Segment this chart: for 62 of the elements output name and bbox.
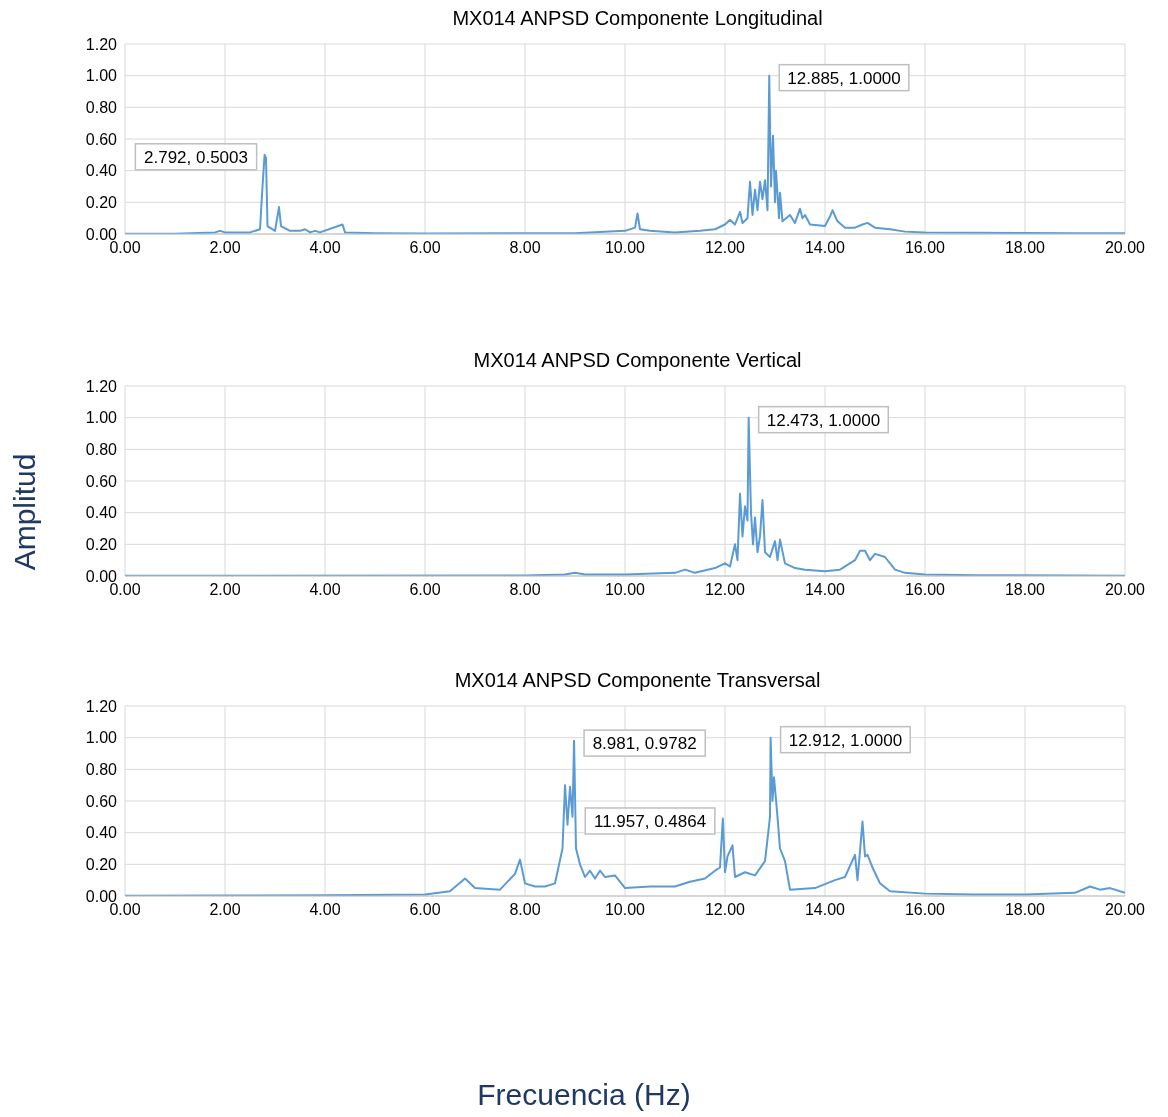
x-tick-label: 2.00 (209, 901, 241, 919)
y-tick-label: 1.00 (85, 409, 118, 427)
y-tick-label: 0.80 (85, 761, 118, 779)
annotation: 12.473, 1.0000 (766, 410, 881, 430)
x-tick-label: 14.00 (804, 581, 846, 599)
y-axis-title: Amplitud (8, 452, 42, 573)
x-tick-label: 0.00 (109, 901, 141, 919)
x-tick-label: 2.00 (209, 239, 241, 257)
y-tick-label: 1.00 (85, 729, 118, 747)
y-tick-label: 1.00 (85, 67, 118, 85)
x-tick-label: 8.00 (509, 901, 541, 919)
x-tick-label: 4.00 (309, 239, 341, 257)
x-tick-label: 6.00 (409, 901, 441, 919)
x-tick-label: 18.00 (1004, 581, 1046, 599)
y-tick-label: 0.60 (85, 472, 118, 490)
x-tick-label: 20.00 (1104, 581, 1146, 599)
chart-title: MX014 ANPSD Componente Vertical (472, 348, 803, 373)
annotation: 2.792, 0.5003 (144, 147, 248, 167)
x-tick-label: 4.00 (309, 581, 341, 599)
x-axis-title: Frecuencia (Hz) (476, 1078, 692, 1112)
annotation: 8.981, 0.9782 (592, 734, 697, 754)
x-tick-label: 4.00 (309, 901, 341, 919)
y-tick-label: 0.40 (85, 824, 118, 842)
x-tick-label: 6.00 (409, 581, 441, 599)
x-tick-label: 10.00 (604, 581, 646, 599)
x-tick-label: 16.00 (904, 581, 946, 599)
y-tick-label: 0.60 (85, 792, 118, 810)
x-tick-label: 8.00 (509, 581, 541, 599)
annotation: 11.957, 0.4864 (593, 811, 707, 831)
y-tick-label: 0.80 (85, 441, 118, 459)
annotation: 12.885, 1.0000 (787, 68, 901, 88)
x-tick-label: 18.00 (1004, 901, 1046, 919)
x-tick-label: 0.00 (109, 581, 141, 599)
x-tick-label: 20.00 (1104, 901, 1146, 919)
annotation: 12.912, 1.0000 (788, 730, 903, 750)
x-tick-label: 12.00 (704, 239, 746, 257)
x-tick-label: 14.00 (804, 239, 846, 257)
x-tick-label: 0.00 (109, 239, 141, 257)
x-tick-label: 14.00 (804, 901, 846, 919)
y-tick-label: 0.60 (85, 130, 118, 148)
x-tick-label: 8.00 (509, 239, 541, 257)
y-tick-label: 0.20 (85, 536, 118, 554)
y-tick-label: 1.20 (85, 377, 118, 395)
x-tick-label: 20.00 (1104, 239, 1146, 257)
y-tick-label: 0.20 (85, 194, 118, 212)
x-tick-label: 10.00 (604, 239, 646, 257)
x-tick-label: 10.00 (604, 901, 646, 919)
x-tick-label: 2.00 (209, 581, 241, 599)
x-tick-label: 18.00 (1004, 239, 1046, 257)
y-tick-label: 0.40 (85, 504, 118, 522)
chart-title: MX014 ANPSD Componente Transversal (453, 668, 822, 693)
x-tick-label: 16.00 (904, 239, 946, 257)
x-tick-label: 12.00 (704, 901, 746, 919)
y-tick-label: 1.20 (85, 35, 118, 53)
y-tick-label: 0.80 (85, 99, 118, 117)
y-tick-label: 0.40 (85, 162, 118, 180)
y-tick-label: 0.20 (85, 856, 118, 874)
x-tick-label: 16.00 (904, 901, 946, 919)
chart-title: MX014 ANPSD Componente Longitudinal (451, 6, 824, 31)
x-tick-label: 6.00 (409, 239, 441, 257)
y-tick-label: 1.20 (85, 697, 118, 715)
x-tick-label: 12.00 (704, 581, 746, 599)
